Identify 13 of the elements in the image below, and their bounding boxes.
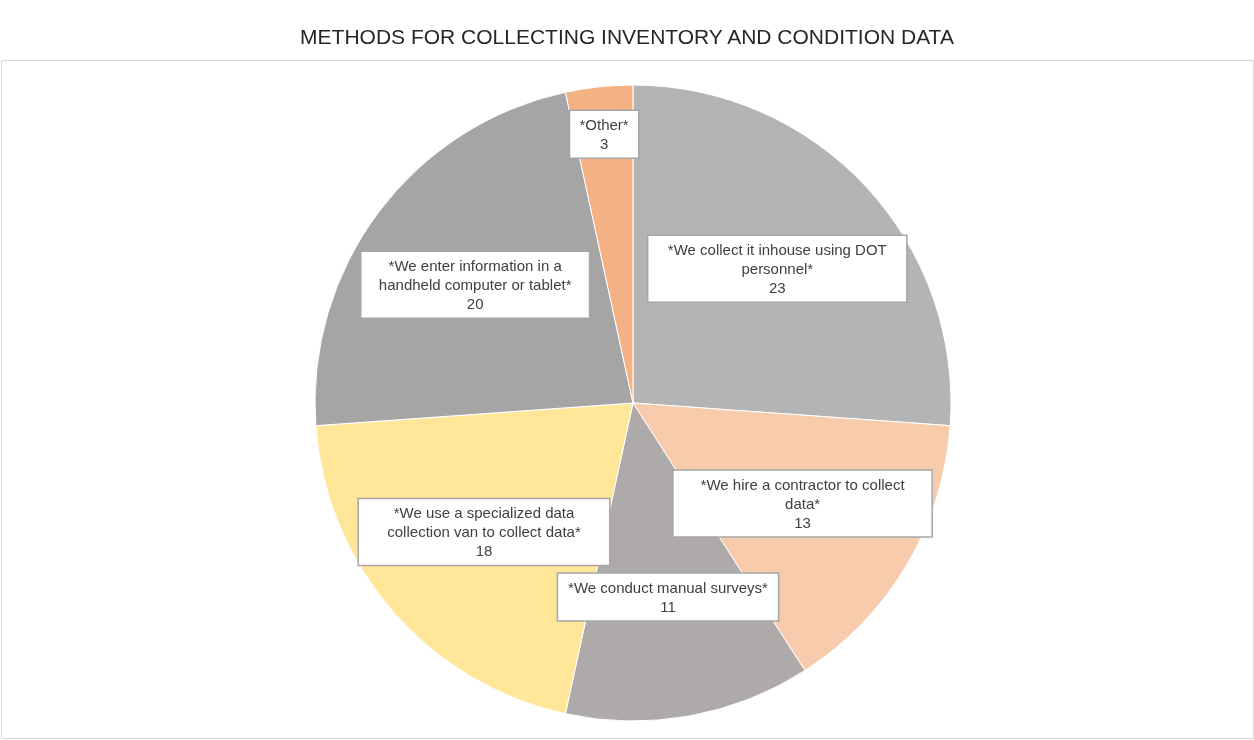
- data-label: 11: [660, 597, 676, 615]
- slice-label: *Other*: [579, 115, 629, 133]
- category-label: *We collect it inhouse using DOT personnel*: [667, 240, 887, 277]
- data-label: 20: [466, 294, 484, 312]
- data-label: 13: [794, 513, 811, 531]
- data-label: 18: [475, 542, 493, 560]
- data-label: 3: [599, 134, 609, 152]
- chart-title: METHODS FOR COLLECTING INVENTORY AND CONDITION DATA: [300, 25, 954, 48]
- category-label: *We hire a contractor to collect data*: [700, 475, 905, 512]
- slice-label: *We conduct manual surveys*: [568, 578, 769, 596]
- category-label: *We use a specialized data collection van to collect data*: [387, 504, 581, 541]
- category-label: *We enter information in a handheld computer or tablet*: [378, 256, 572, 293]
- data-label: 23: [768, 278, 786, 296]
